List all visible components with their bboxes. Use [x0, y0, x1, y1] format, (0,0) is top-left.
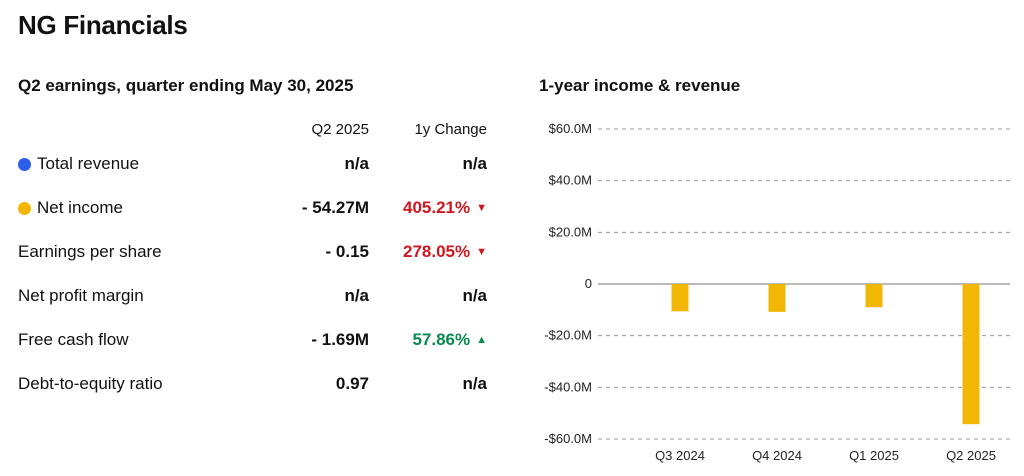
row-label: Net profit margin	[18, 286, 144, 306]
row-change-text: 405.21%	[402, 198, 471, 217]
row-change: n/a	[462, 154, 487, 174]
page-title: NG Financials	[18, 10, 188, 40]
row-label-text: Earnings per share	[18, 242, 162, 261]
table-row: Net profit margin n/a n/a	[18, 278, 490, 322]
y-tick-label: $20.0M	[549, 224, 592, 239]
row-label: Net income	[18, 198, 123, 218]
y-tick-label: -$20.0M	[544, 328, 592, 343]
column-header-change: 1y Change	[414, 121, 487, 138]
chart-heading: 1-year income & revenue	[539, 76, 741, 95]
row-change: n/a	[462, 286, 487, 306]
table-row: Earnings per share - 0.15 278.05% ▼	[18, 234, 490, 278]
row-value: - 54.27M	[301, 198, 369, 217]
row-change-text: n/a	[462, 154, 487, 173]
row-change-text: 57.86%	[412, 330, 471, 349]
table-header: Q2 2025 1y Change	[18, 112, 490, 146]
x-tick-label: Q3 2024	[655, 448, 705, 463]
row-value: - 1.69M	[311, 330, 369, 349]
y-tick-label: $40.0M	[549, 173, 592, 188]
bar-net-income[interactable]	[865, 284, 883, 308]
row-value: n/a	[344, 154, 369, 173]
row-change: 57.86% ▲	[412, 330, 487, 350]
table-row: Net income - 54.27M 405.21% ▼	[18, 190, 490, 234]
row-change-text: n/a	[462, 286, 487, 305]
row-label-text: Net income	[37, 198, 123, 217]
row-label: Debt-to-equity ratio	[18, 374, 163, 394]
row-label-text: Debt-to-equity ratio	[18, 374, 163, 393]
x-tick-label: Q1 2025	[849, 448, 899, 463]
y-tick-label: $60.0M	[549, 121, 592, 136]
column-header-quarter: Q2 2025	[311, 121, 369, 138]
table-row: Total revenue n/a n/a	[18, 146, 490, 190]
row-label-text: Free cash flow	[18, 330, 129, 349]
up-arrow-icon: ▲	[476, 334, 487, 346]
row-change: 405.21% ▼	[403, 198, 487, 218]
row-label: Free cash flow	[18, 330, 129, 350]
table-row: Free cash flow - 1.69M 57.86% ▲	[18, 322, 490, 366]
row-label: Earnings per share	[18, 242, 162, 262]
down-arrow-icon: ▼	[476, 246, 487, 258]
bar-net-income[interactable]	[671, 284, 689, 312]
bar-net-income[interactable]	[962, 284, 980, 425]
row-value: - 0.15	[325, 242, 369, 261]
x-tick-label: Q2 2025	[946, 448, 996, 463]
table-row: Debt-to-equity ratio 0.97 n/a	[18, 366, 490, 410]
x-tick-label: Q4 2024	[752, 448, 802, 463]
row-value: n/a	[344, 286, 369, 305]
bar-net-income[interactable]	[768, 284, 786, 312]
row-change: n/a	[462, 374, 487, 394]
row-value: 0.97	[335, 374, 369, 393]
row-label-text: Net profit margin	[18, 286, 144, 305]
row-change-text: n/a	[462, 374, 487, 393]
row-label-text: Total revenue	[37, 154, 140, 173]
income-revenue-chart: $60.0M $40.0M $20.0M 0 -$20.0M -$40.0M -$60.0M…	[544, 121, 1010, 463]
legend-dot-icon	[18, 201, 31, 215]
row-change: 278.05% ▼	[403, 242, 487, 262]
y-tick-label: -$60.0M	[544, 431, 592, 446]
row-change-text: 278.05%	[402, 242, 471, 261]
earnings-heading: Q2 earnings, quarter ending May 30, 2025	[18, 76, 354, 95]
legend-dot-icon	[18, 157, 31, 171]
y-tick-label: 0	[585, 276, 592, 291]
y-tick-label: -$40.0M	[544, 379, 592, 394]
earnings-table: Q2 2025 1y Change Total revenue n/a n/a Net…	[18, 112, 490, 410]
row-label: Total revenue	[18, 154, 139, 174]
down-arrow-icon: ▼	[476, 202, 487, 214]
